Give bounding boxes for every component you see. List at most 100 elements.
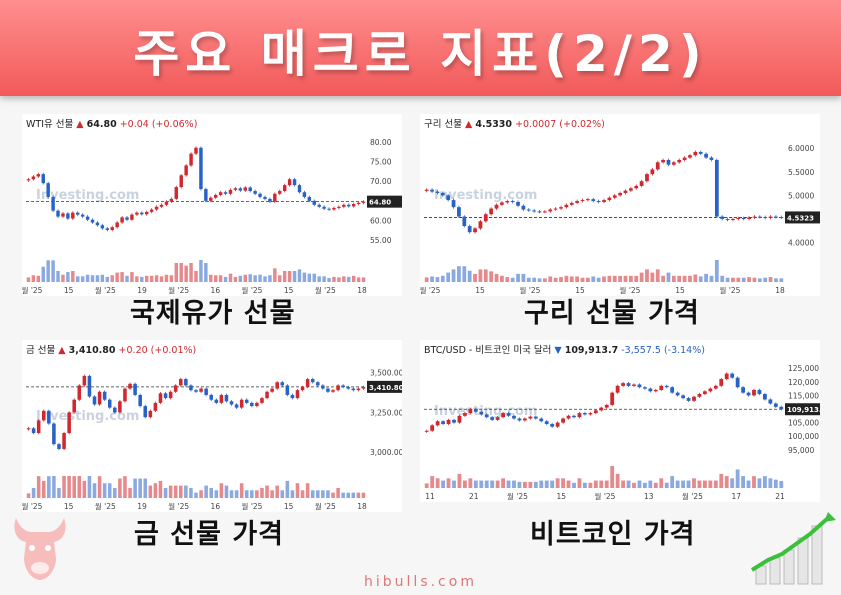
candle-body [506,413,511,416]
volume-bar [321,490,325,498]
candle-body [682,157,687,160]
candle-body [735,377,740,388]
volume-bar [774,278,778,282]
volume-bar [532,277,537,282]
candle-body [113,407,117,413]
volume-bar [559,277,563,282]
volume-bar [275,485,279,498]
candle-body [316,382,320,386]
candle-body [483,214,488,222]
candle-body [62,433,66,449]
candle-body [708,388,713,392]
candle-body [77,385,82,400]
volume-bar [26,493,31,498]
volume-bar [467,270,472,282]
volume-bar [97,476,102,498]
candle-body [199,388,203,392]
candle-body [76,212,80,215]
volume-bar [682,275,687,282]
chart-panel-wti: WTI유 선물 ▲ 64.80 +0.04 (+0.06%) 80.00 75.0… [22,114,402,296]
volume-bar [588,482,593,488]
candle-body [67,412,71,434]
volume-bar [57,487,61,498]
candle-body [123,388,127,402]
candle-body [41,174,45,184]
volume-bar [440,275,445,282]
candle-body [317,204,321,207]
volume-bar [36,476,41,498]
candle-body [234,404,239,408]
volume-bar [634,275,639,282]
volume-bar [233,276,238,282]
instrument-price: 109,913.7 [564,345,619,356]
candle-body [297,185,302,193]
candle-body [659,385,664,390]
candle-body [604,404,609,408]
bull-logo-icon [14,518,66,580]
volume-bar [435,277,440,282]
watermark-label: Investing.com [434,404,537,419]
volume-bar [194,492,198,498]
volume-bar [591,276,596,282]
volume-bar [174,263,179,282]
candle-body [302,192,307,197]
y-tick-label: 55.00 [370,236,392,245]
candle-body [430,425,435,431]
candle-body [26,179,31,181]
candle-body [278,191,282,194]
candle-body [239,399,244,408]
candle-body [331,390,335,392]
volume-bar [47,476,51,498]
candle-body [548,209,553,212]
instrument-name: BTC/USD - 비트코인 미국 달러 [424,345,552,356]
volume-bar [26,277,31,282]
chart-panel-gold: 금 선물 ▲ 3,410.80 +0.20 (+0.01%) 3,500.00 3… [22,340,402,512]
candle-body [561,418,565,423]
candle-body [730,373,735,378]
instrument-price: 4.5330 [475,119,513,130]
candle-body [209,197,213,201]
volume-bar [356,492,361,498]
y-tick-label: 125,000 [788,364,819,373]
x-tick-label: 18 [357,502,367,511]
candle-body [675,392,680,396]
instrument-change: +0.20 (+0.01%) [118,345,197,356]
candle-body [213,194,218,198]
candle-body [140,212,144,215]
x-tick-label: 15 [575,286,585,295]
x-tick-label: 15 [284,502,294,511]
x-tick-label: 월 '25 [168,501,189,511]
candle-body [290,394,295,399]
price-tag-label: 3,410.80 [369,384,402,392]
volume-bar [265,485,269,498]
volume-bar [110,275,114,282]
volume-bar [270,490,274,498]
candle-body [31,176,36,180]
y-tick-label: 120,000 [788,378,819,387]
x-tick-label: 15 [284,286,294,295]
volume-bar [757,278,762,282]
candle-body [97,391,102,405]
volume-bar [255,490,259,498]
volume-bar [278,275,282,282]
volume-bar [115,272,119,282]
candle-body [71,212,75,219]
candle-body [275,382,279,389]
volume-bar [66,272,70,282]
volume-bar [361,492,366,498]
candle-body [263,196,267,199]
candle-body [681,395,685,399]
volume-bar [512,480,516,488]
candle-body [583,413,587,415]
instrument-name: WTI유 선물 [26,119,74,130]
volume-bar [583,482,587,488]
volume-bar [692,478,696,488]
volume-bar [703,480,707,488]
candle-body [615,385,620,393]
candle-body [688,155,692,158]
volume-bar [31,487,36,498]
candle-body [351,388,356,391]
candle-body [484,414,489,418]
volume-bar [714,260,719,282]
candle-body [154,206,159,210]
